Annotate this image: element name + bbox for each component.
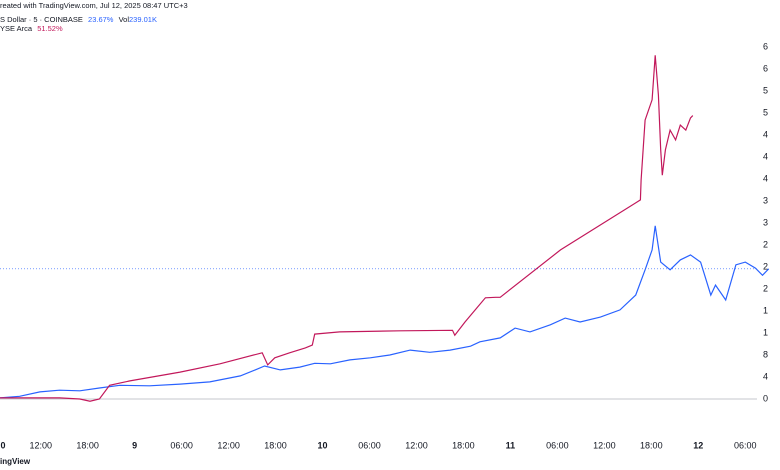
y-tick-label: 5 xyxy=(763,107,768,117)
series-line xyxy=(0,225,770,399)
volume-value: 239.01K xyxy=(129,15,157,24)
y-tick-label: 4 xyxy=(763,173,768,183)
x-tick-label: 12:00 xyxy=(29,440,52,450)
x-tick-label: 12 xyxy=(693,440,703,450)
header: reated with TradingView.com, Jul 12, 202… xyxy=(0,1,188,10)
x-tick-label: 9 xyxy=(132,440,137,450)
y-tick-label: 3 xyxy=(763,195,768,205)
x-tick-label: 18:00 xyxy=(640,440,663,450)
y-tick-label: 2 xyxy=(763,239,768,249)
x-tick-label: 18:00 xyxy=(76,440,99,450)
x-tick-label: 12:00 xyxy=(217,440,240,450)
x-tick-label: 10 xyxy=(318,440,328,450)
y-tick-label: 8 xyxy=(763,349,768,359)
x-tick-label: 12:00 xyxy=(405,440,428,450)
x-tick-label: 0 xyxy=(0,440,5,450)
y-tick-label: 3 xyxy=(763,217,768,227)
watermark: ingView xyxy=(0,457,31,466)
volume-label: Vol xyxy=(119,15,130,24)
y-tick-label: 6 xyxy=(763,63,768,73)
x-tick-label: 18:00 xyxy=(452,440,475,450)
x-tick-label: 18:00 xyxy=(264,440,287,450)
y-tick-label: 4 xyxy=(763,129,768,139)
x-tick-label: 06:00 xyxy=(734,440,757,450)
y-tick-label: 6 xyxy=(763,41,768,51)
x-tick-label: 06:00 xyxy=(170,440,193,450)
x-tick-label: 12:00 xyxy=(593,440,616,450)
y-tick-label: 2 xyxy=(763,283,768,293)
legend-line: YSE Arca 51.52% xyxy=(0,24,63,33)
y-tick-label: 1 xyxy=(763,327,768,337)
y-tick-label: 5 xyxy=(763,85,768,95)
x-tick-label: 06:00 xyxy=(358,440,381,450)
y-tick-label: 0 xyxy=(763,393,768,403)
x-tick-label: 11 xyxy=(506,440,516,450)
legend-name: S Dollar · 5 · COINBASE xyxy=(0,15,83,24)
legend-name: YSE Arca xyxy=(0,24,33,33)
y-tick-label: 4 xyxy=(763,151,768,161)
legend-value: 51.52% xyxy=(37,24,63,33)
y-tick-label: 4 xyxy=(763,371,768,381)
legend-value: 23.67% xyxy=(88,15,114,24)
y-tick-label: 1 xyxy=(763,305,768,315)
legend-line: S Dollar · 5 · COINBASE 23.67% Vol239.01… xyxy=(0,15,157,24)
series-line xyxy=(0,55,694,402)
y-tick-label: 2 xyxy=(763,261,768,271)
x-tick-label: 06:00 xyxy=(546,440,569,450)
